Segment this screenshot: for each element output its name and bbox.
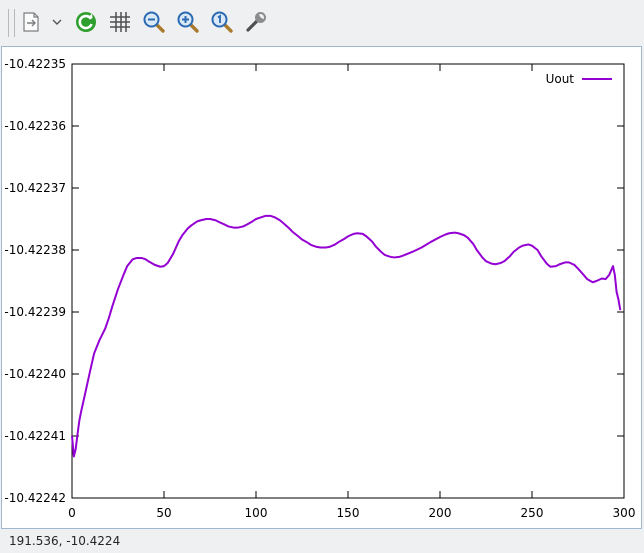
series-line-uout <box>71 214 622 458</box>
y-tick-label: -10.42237 <box>4 181 66 195</box>
toolbar <box>0 0 644 46</box>
cursor-coordinates: 191.536, -10.4224 <box>9 534 121 548</box>
refresh-icon <box>76 12 96 32</box>
y-tick-label: -10.42239 <box>4 305 66 319</box>
zoom-in-icon <box>177 11 199 33</box>
zoom-in-button[interactable] <box>174 8 202 36</box>
zoom-out-icon <box>143 11 165 33</box>
y-tick-label: -10.42236 <box>4 119 66 133</box>
zoom-out-button[interactable] <box>140 8 168 36</box>
settings-wrench-icon <box>246 12 266 32</box>
x-tick-label: 300 <box>613 506 636 520</box>
zoom-reset-icon <box>211 11 233 33</box>
line-chart: -10.42235 -10.42236 -10.42237 -10.42238 -10.… <box>4 57 636 520</box>
x-tick-label: 0 <box>68 506 76 520</box>
grid-toggle-button[interactable] <box>106 8 134 36</box>
export-icon <box>23 12 39 32</box>
zoom-reset-button[interactable] <box>208 8 236 36</box>
x-tick-label: 200 <box>429 506 452 520</box>
export-menu-button[interactable] <box>47 8 67 36</box>
y-tick-label: -10.42241 <box>4 429 66 443</box>
plot-canvas[interactable]: -10.42235 -10.42236 -10.42237 -10.42238 -10.… <box>1 46 642 529</box>
x-tick-label: 100 <box>245 506 268 520</box>
x-tick-label: 150 <box>337 506 360 520</box>
legend-label: Uout <box>546 72 575 86</box>
plot-border <box>71 63 625 499</box>
x-tick-label: 250 <box>521 506 544 520</box>
settings-button[interactable] <box>242 8 270 36</box>
status-bar: 191.536, -10.4224 <box>0 530 644 553</box>
y-tick-label: -10.42235 <box>4 57 66 71</box>
y-tick-label: -10.42240 <box>4 367 66 381</box>
export-button[interactable] <box>17 8 45 36</box>
y-tick-label: -10.42242 <box>4 491 66 505</box>
refresh-button[interactable] <box>72 8 100 36</box>
chevron-down-icon <box>52 19 62 25</box>
toolbar-grip[interactable] <box>8 9 15 37</box>
grid-icon <box>110 12 130 32</box>
x-tick-label: 50 <box>156 506 171 520</box>
y-tick-label: -10.42238 <box>4 243 66 257</box>
